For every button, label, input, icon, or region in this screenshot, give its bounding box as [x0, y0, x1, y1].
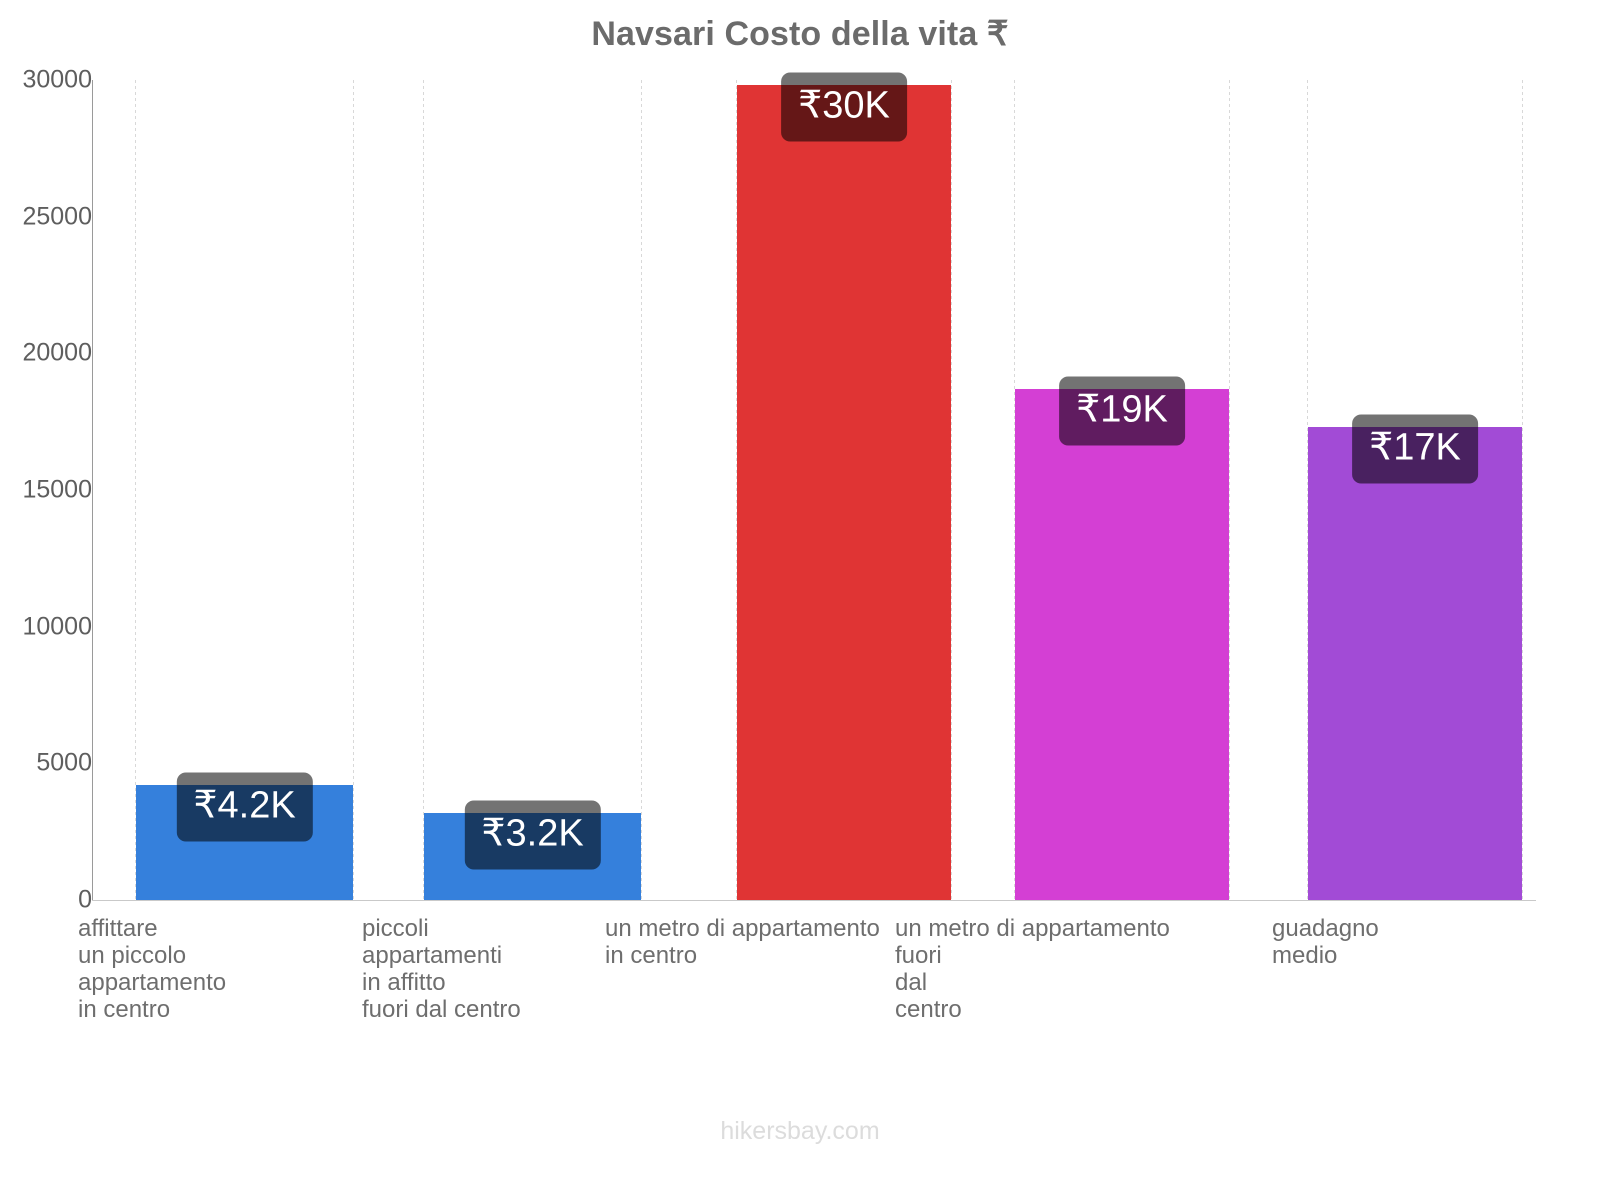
x-axis-category-label: un metro di appartamento in centro [605, 915, 880, 969]
category-separator [736, 80, 737, 900]
x-axis-category-label: piccoli appartamenti in affitto fuori da… [362, 915, 521, 1023]
category-separator [1014, 80, 1015, 900]
bar-value-label: ₹17K [1352, 414, 1478, 484]
category-separator [423, 80, 424, 900]
x-axis-category-label: un metro di appartamento fuori dal centr… [895, 915, 1170, 1023]
category-separator [951, 80, 952, 900]
bar[interactable] [1308, 427, 1522, 900]
y-axis-tick-labels: 0 5000 10000 15000 20000 25000 30000 [0, 0, 92, 1200]
y-axis-line [92, 80, 93, 901]
category-separator [353, 80, 354, 900]
category-separator [1307, 80, 1308, 900]
y-axis-tick-label: 25000 [22, 202, 92, 231]
plot-area: ₹4.2K ₹3.2K ₹30K ₹19K ₹17K [92, 72, 1536, 900]
y-axis-tick-label: 30000 [22, 65, 92, 94]
y-axis-tick-label: 5000 [36, 748, 92, 777]
x-axis-category-label: affittare un piccolo appartamento in cen… [78, 915, 227, 1023]
bar-value-label: ₹4.2K [176, 772, 313, 842]
y-axis-tick-label: 10000 [22, 612, 92, 641]
chart-title: Navsari Costo della vita ₹ [591, 15, 1009, 53]
bar[interactable] [737, 85, 951, 900]
x-axis-category-label: guadagno medio [1272, 915, 1379, 969]
category-separator [135, 80, 136, 900]
bar[interactable] [1015, 388, 1229, 900]
bar-value-label: ₹19K [1059, 376, 1185, 446]
x-axis-category-labels: affittare un piccolo appartamento in cen… [78, 915, 1536, 1085]
category-separator [1522, 80, 1523, 900]
bar-value-label: ₹30K [781, 72, 907, 142]
watermark: hikersbay.com [720, 1117, 880, 1145]
y-axis-tick-label: 15000 [22, 475, 92, 504]
y-axis-tick-label: 0 [78, 885, 92, 914]
category-separator [641, 80, 642, 900]
y-axis-tick-label: 20000 [22, 338, 92, 367]
category-separator [1229, 80, 1230, 900]
x-axis-line [92, 900, 1536, 901]
bar-value-label: ₹3.2K [464, 800, 601, 870]
